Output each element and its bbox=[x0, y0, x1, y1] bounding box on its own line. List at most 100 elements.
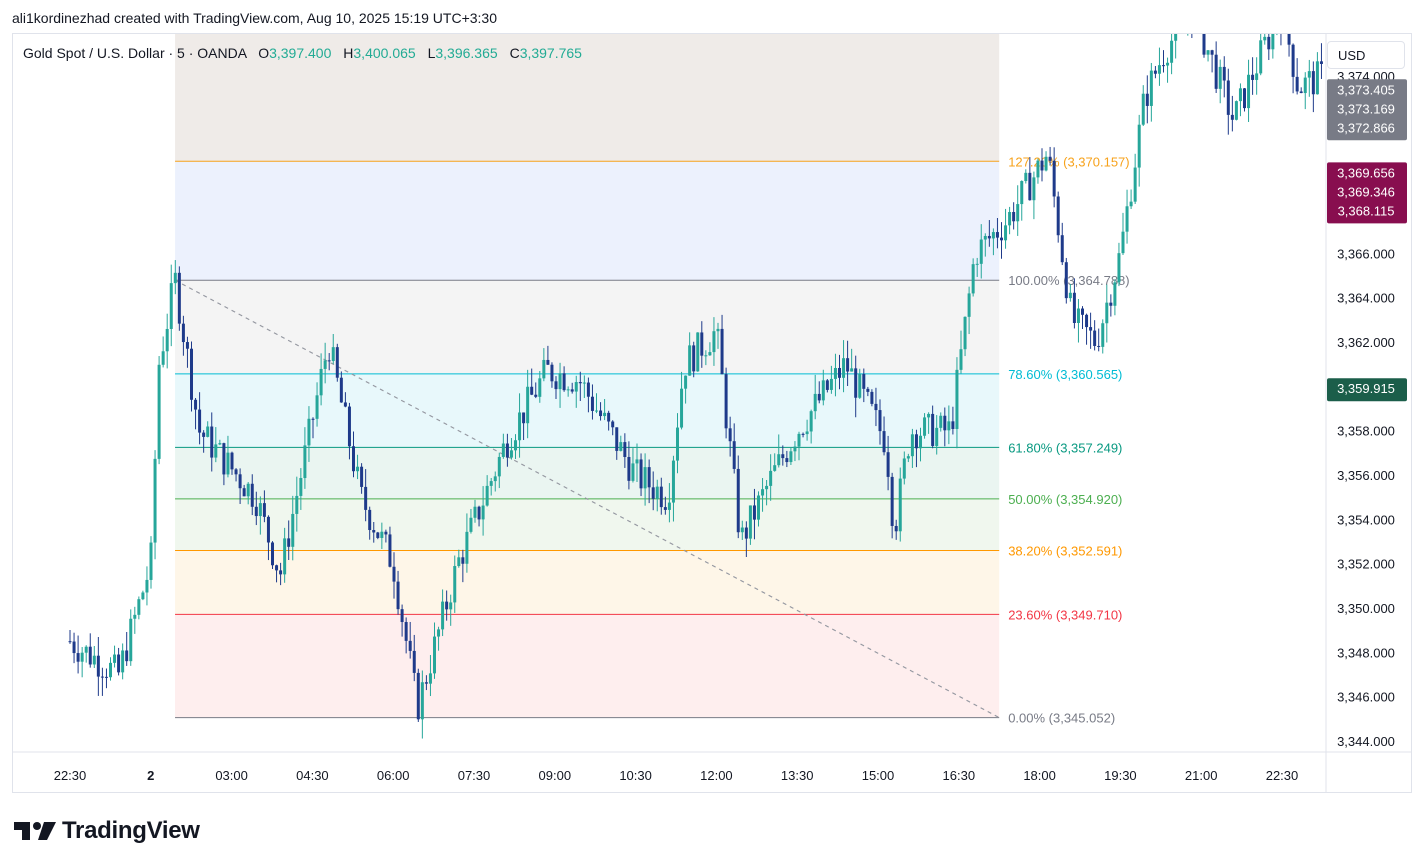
candle-body bbox=[295, 495, 299, 514]
candle-body bbox=[566, 389, 570, 391]
candle-body bbox=[198, 409, 202, 433]
fib-level-label: 38.20% (3,352.591) bbox=[1008, 544, 1122, 559]
price-tag-label: 3,373.169 bbox=[1337, 101, 1395, 116]
candle-body bbox=[279, 570, 283, 575]
candle-body bbox=[424, 682, 428, 684]
candle-body bbox=[465, 531, 469, 564]
candle-body bbox=[554, 381, 558, 390]
candle-body bbox=[311, 418, 315, 420]
candle-body bbox=[1028, 172, 1032, 201]
candle-body bbox=[740, 527, 744, 533]
candle-body bbox=[1170, 40, 1174, 63]
price-tag-box bbox=[1327, 378, 1407, 402]
candlestick-series bbox=[68, 34, 1323, 739]
candle-body bbox=[400, 609, 404, 623]
x-tick-label: 21:00 bbox=[1185, 768, 1218, 783]
candle-body bbox=[663, 507, 667, 510]
candle-body bbox=[987, 235, 991, 239]
candle-body bbox=[1174, 34, 1178, 41]
candle-body bbox=[813, 393, 817, 412]
candle-body bbox=[76, 653, 80, 662]
candle-body bbox=[680, 388, 684, 428]
candle-body bbox=[190, 348, 193, 400]
candle-body bbox=[469, 517, 473, 532]
candle-body bbox=[590, 396, 594, 411]
tradingview-logo[interactable]: TradingView bbox=[14, 816, 200, 846]
candle-body bbox=[1109, 302, 1113, 306]
candle-body bbox=[1085, 314, 1089, 328]
candle-body bbox=[165, 328, 169, 352]
candle-body bbox=[578, 382, 582, 384]
candle-body bbox=[671, 460, 675, 503]
candle-body bbox=[388, 534, 392, 567]
candle-body bbox=[1311, 71, 1315, 95]
candle-body bbox=[356, 466, 360, 472]
x-tick-label: 03:00 bbox=[215, 768, 248, 783]
candle-body bbox=[1238, 88, 1242, 102]
fib-band bbox=[175, 498, 1000, 551]
fib-band bbox=[175, 280, 1000, 374]
candle-body bbox=[1064, 262, 1068, 299]
candle-body bbox=[858, 374, 862, 398]
currency-button[interactable]: USD bbox=[1327, 41, 1405, 69]
candle-body bbox=[1056, 196, 1060, 236]
candle-body bbox=[109, 662, 112, 678]
candle-body bbox=[1117, 253, 1121, 283]
candle-body bbox=[1315, 61, 1319, 95]
candle-body bbox=[817, 393, 821, 401]
candle-body bbox=[647, 467, 651, 488]
candle-body bbox=[185, 342, 189, 349]
candle-body bbox=[1004, 225, 1008, 241]
candle-body bbox=[433, 636, 436, 674]
candle-body bbox=[181, 323, 185, 343]
candle-body bbox=[1267, 36, 1271, 50]
candle-body bbox=[1000, 237, 1003, 241]
price-tag-label: 3,369.346 bbox=[1337, 184, 1395, 199]
candle-body bbox=[643, 467, 647, 489]
candle-body bbox=[850, 368, 854, 372]
candle-body bbox=[1101, 323, 1105, 347]
candle-body bbox=[773, 465, 777, 471]
y-tick-label: 3,362.000 bbox=[1337, 335, 1395, 350]
candle-body bbox=[202, 432, 206, 437]
tradingview-logo-icon bbox=[14, 822, 56, 840]
candle-body bbox=[939, 415, 943, 428]
x-tick-label: 22:30 bbox=[1266, 768, 1299, 783]
candle-body bbox=[392, 566, 396, 582]
candle-body bbox=[169, 283, 173, 329]
fibonacci-retracement[interactable]: 127.20% (3,370.157) 100.00% (3,364.788) 78… bbox=[174, 34, 1130, 726]
candle-body bbox=[522, 412, 526, 424]
candle-body bbox=[748, 505, 752, 539]
candle-body bbox=[724, 374, 728, 429]
chart-frame bbox=[12, 33, 1412, 793]
candle-body bbox=[1319, 61, 1323, 64]
candle-body bbox=[712, 331, 716, 353]
candle-body bbox=[88, 646, 92, 665]
symbol-title[interactable]: Gold Spot / U.S. Dollar · 5 · OANDA bbox=[23, 45, 247, 61]
candle-body bbox=[1113, 282, 1117, 306]
candle-body bbox=[445, 601, 449, 610]
y-tick-label: 3,354.000 bbox=[1337, 512, 1395, 527]
candle-body bbox=[250, 483, 254, 507]
candle-body bbox=[963, 316, 967, 350]
candle-body bbox=[570, 389, 574, 392]
candle-body bbox=[92, 655, 96, 665]
candle-body bbox=[1141, 93, 1145, 125]
candle-body bbox=[1052, 160, 1056, 197]
price-tag-label: 3,369.656 bbox=[1337, 165, 1395, 180]
candle-body bbox=[789, 451, 793, 463]
candle-body bbox=[177, 272, 181, 324]
candle-body bbox=[720, 328, 724, 375]
candle-body bbox=[582, 382, 586, 384]
open-value: 3,397.400 bbox=[269, 45, 332, 61]
fib-trend-line[interactable] bbox=[174, 279, 1000, 719]
candle-body bbox=[959, 349, 963, 370]
candle-body bbox=[453, 566, 457, 603]
fib-level-label: 61.80% (3,357.249) bbox=[1008, 440, 1122, 455]
candle-body bbox=[505, 443, 509, 458]
candle-body bbox=[226, 452, 230, 475]
candle-body bbox=[1137, 124, 1141, 168]
candle-body bbox=[732, 441, 736, 469]
x-tick-label: 2 bbox=[147, 768, 154, 783]
